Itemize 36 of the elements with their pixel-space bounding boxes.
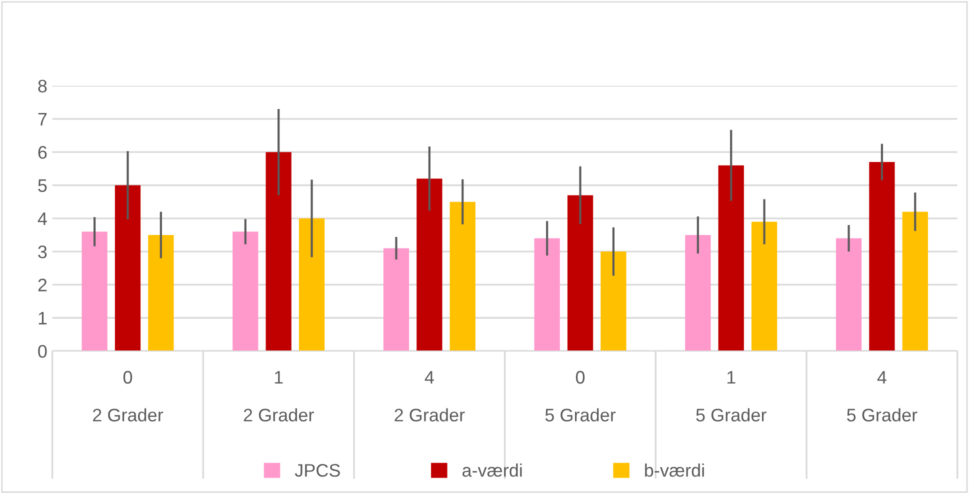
bar (450, 202, 476, 352)
category-label: 1 5 Grader (696, 371, 766, 422)
bar (266, 152, 292, 352)
bar (718, 165, 744, 352)
y-tick-label: 0 (38, 344, 47, 358)
legend-label: a-værdi (462, 464, 522, 477)
category-label: 1 2 Grader (244, 371, 314, 422)
legend-label: b-værdi (645, 464, 704, 477)
bar (869, 162, 895, 352)
y-tick-label: 4 (38, 212, 47, 225)
bar (600, 252, 626, 352)
bar (232, 232, 258, 352)
y-tick-label: 3 (38, 245, 47, 258)
bar (416, 178, 442, 352)
y-tick-label: 6 (38, 146, 47, 159)
bar (383, 248, 410, 352)
category-label: 4 5 Grader (847, 371, 918, 422)
y-tick-label: 8 (38, 80, 47, 92)
y-tick-label: 1 (38, 312, 47, 324)
bar (114, 185, 141, 352)
bar (148, 234, 174, 352)
bar (751, 222, 778, 352)
bar (82, 232, 108, 352)
bar (685, 234, 711, 352)
bar (298, 218, 325, 352)
bar (836, 238, 862, 352)
legend-label: JPCS (294, 464, 340, 477)
category-label: 0 5 Grader (545, 370, 616, 422)
category-label: 4 2 Grader (394, 371, 465, 422)
y-tick-label: 7 (38, 113, 47, 126)
bar (902, 212, 928, 352)
y-tick-label: 2 (38, 278, 47, 292)
bar (534, 238, 560, 352)
category-label: 0 2 Grader (93, 370, 164, 422)
y-tick-label: 5 (38, 179, 47, 192)
bar (567, 195, 594, 352)
